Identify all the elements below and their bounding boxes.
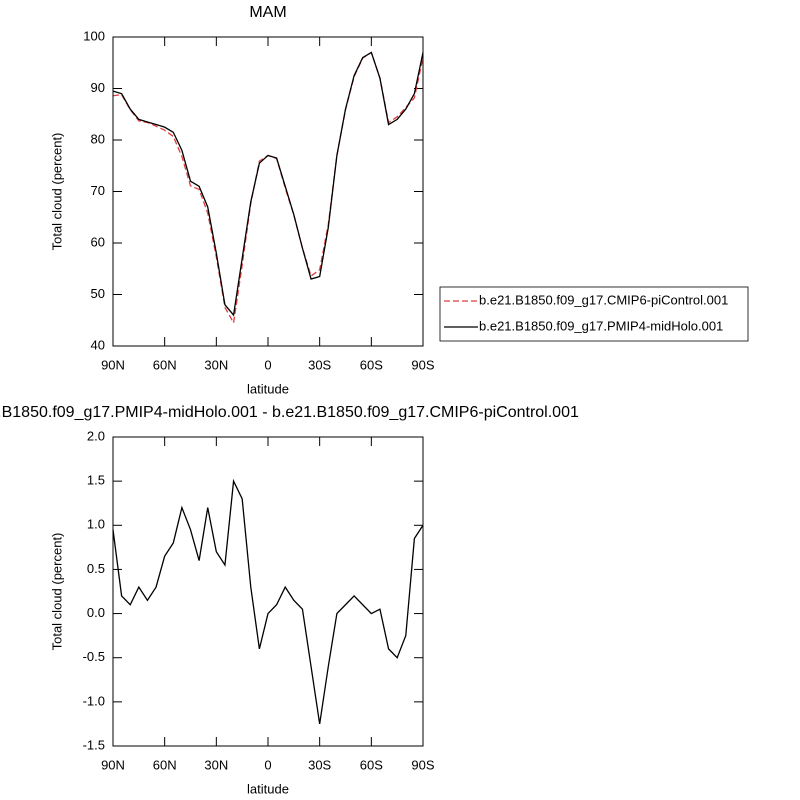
plot-frame <box>112 436 424 747</box>
x-tick-label: 0 <box>264 757 271 772</box>
x-tick-label: 60S <box>360 757 383 772</box>
y-tick-label: 1.5 <box>87 473 105 488</box>
y-tick-label: -0.5 <box>83 649 105 664</box>
x-tick-label: 30N <box>204 357 228 372</box>
y-tick-label: 0.5 <box>87 561 105 576</box>
legend-label: b.e21.B1850.f09_g17.PMIP4-midHolo.001 <box>479 318 723 333</box>
x-tick-label: 90N <box>101 757 125 772</box>
x-tick-label: 60N <box>153 757 177 772</box>
y-axis-label: Total cloud (percent) <box>49 133 64 251</box>
y-axis-label: Total cloud (percent) <box>49 533 64 651</box>
chart-title: MAM <box>249 4 286 21</box>
x-tick-label: 30S <box>308 757 331 772</box>
y-tick-label: 100 <box>83 28 105 43</box>
x-tick-label: 30S <box>308 357 331 372</box>
data-line <box>112 51 424 317</box>
y-tick-label: 1.0 <box>87 517 105 532</box>
x-axis-label: latitude <box>247 781 289 796</box>
y-tick-label: -1.0 <box>83 693 105 708</box>
y-tick-label: 90 <box>91 80 105 95</box>
x-tick-label: 0 <box>264 357 271 372</box>
data-line <box>112 51 424 325</box>
legend-label: b.e21.B1850.f09_g17.CMIP6-piControl.001 <box>479 292 728 307</box>
y-tick-label: 70 <box>91 183 105 198</box>
y-tick-label: 60 <box>91 234 105 249</box>
data-line <box>112 478 424 725</box>
y-tick-label: -1.5 <box>83 737 105 752</box>
legend-box <box>439 286 749 342</box>
y-tick-label: 2.0 <box>87 428 105 443</box>
y-tick-label: 50 <box>91 286 105 301</box>
y-tick-label: 80 <box>91 131 105 146</box>
y-tick-label: 40 <box>91 337 105 352</box>
x-tick-label: 90N <box>101 357 125 372</box>
x-axis-label: latitude <box>247 381 289 396</box>
x-tick-label: 90S <box>411 357 434 372</box>
y-tick-label: 0.0 <box>87 605 105 620</box>
x-tick-label: 60N <box>153 357 177 372</box>
chart-title: b.e21.B1850.f09_g17.PMIP4-midHolo.001 - … <box>0 404 579 421</box>
x-tick-label: 30N <box>204 757 228 772</box>
plot-frame <box>112 36 424 347</box>
x-tick-label: 90S <box>411 757 434 772</box>
x-tick-label: 60S <box>360 357 383 372</box>
